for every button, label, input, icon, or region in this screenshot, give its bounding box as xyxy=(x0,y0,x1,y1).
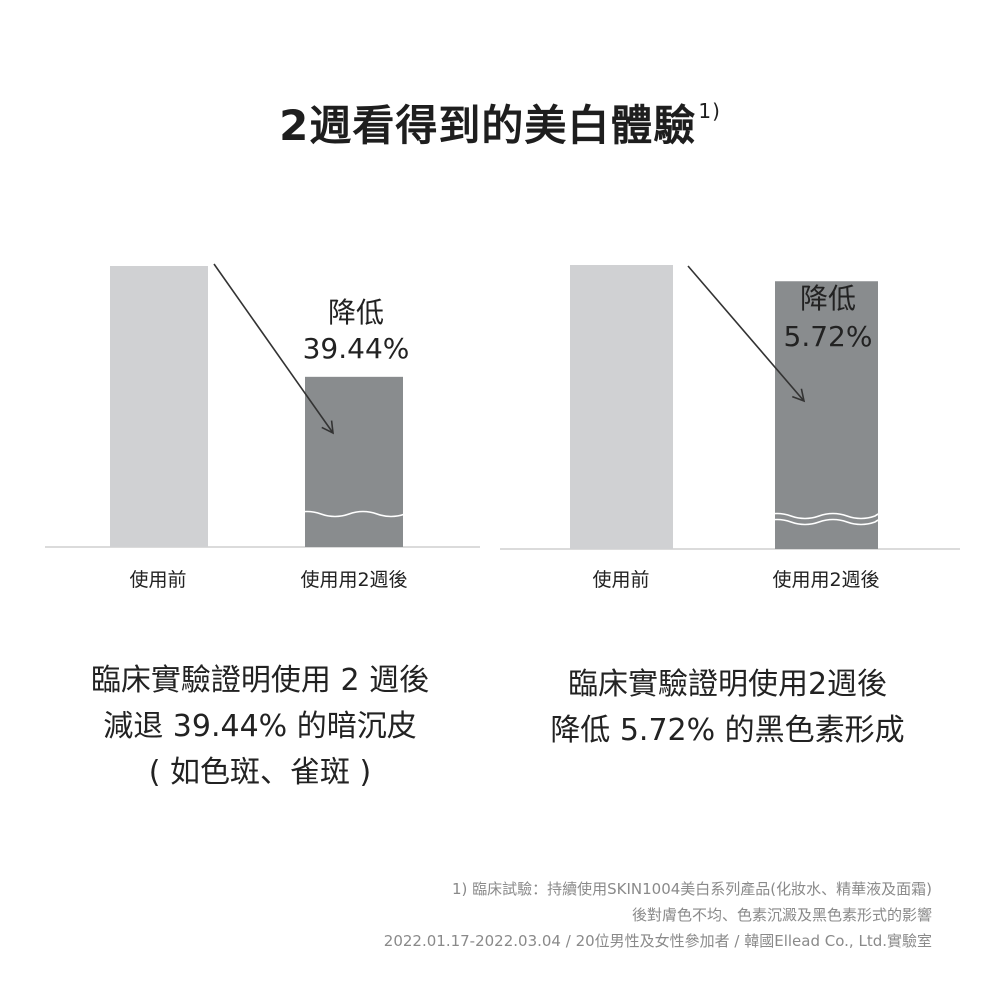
title-footnote-ref: 1) xyxy=(698,99,721,123)
category-label: 使用前 xyxy=(592,569,649,591)
caption-left-line-2: 減退 39.44% 的暗沉皮 xyxy=(103,709,417,744)
caption-right-line-2: 降低 5.72% 的黑色素形成 xyxy=(550,713,905,748)
caption-left-line-1: 臨床實驗證明使用 2 週後 xyxy=(90,663,430,698)
annotation-label: 降低 xyxy=(800,282,856,315)
axis-break-wave xyxy=(762,512,889,520)
caption-right: 臨床實驗證明使用2週後 降低 5.72% 的黑色素形成 xyxy=(500,662,955,754)
title-text: 2週看得到的美白體驗 xyxy=(279,101,697,150)
category-label: 使用前 xyxy=(129,569,186,591)
caption-left: 臨床實驗證明使用 2 週後 減退 39.44% 的暗沉皮 ( 如色斑、雀斑 ) xyxy=(40,658,480,796)
caption-left-line-3: ( 如色斑、雀斑 ) xyxy=(148,755,372,790)
decrease-arrow xyxy=(213,263,334,435)
footnote-line-3: 2022.01.17-2022.03.04 / 20位男性及女性參加者 / 韓國… xyxy=(383,932,932,950)
bar-after xyxy=(775,281,878,549)
annotation-value: 39.44% xyxy=(303,332,410,365)
bar-before xyxy=(570,265,673,549)
annotation-value: 5.72% xyxy=(784,320,873,353)
chart-right: 降低 5.72% 使用前 使用用2週後 xyxy=(500,265,960,591)
bar-before xyxy=(110,266,208,547)
axis-break-wave xyxy=(762,518,889,526)
footnote-line-2: 後對膚色不均、色素沉澱及黑色素形式的影響 xyxy=(631,906,932,924)
page-title: 2週看得到的美白體驗 1) xyxy=(0,92,1000,153)
footnote-line-1: 1) 臨床試驗：持續使用SKIN1004美白系列產品(化妝水、精華液及面霜) xyxy=(451,880,932,898)
bar-after xyxy=(305,376,403,547)
caption-right-line-1: 臨床實驗證明使用2週後 xyxy=(567,667,888,702)
decrease-arrow xyxy=(687,265,806,403)
annotation-label: 降低 xyxy=(328,296,384,329)
category-label: 使用用2週後 xyxy=(300,569,407,591)
footnote: 1) 臨床試驗：持續使用SKIN1004美白系列產品(化妝水、精華液及面霜) 後… xyxy=(384,876,932,954)
axis-break-wave xyxy=(292,510,414,518)
category-label: 使用用2週後 xyxy=(772,569,879,591)
